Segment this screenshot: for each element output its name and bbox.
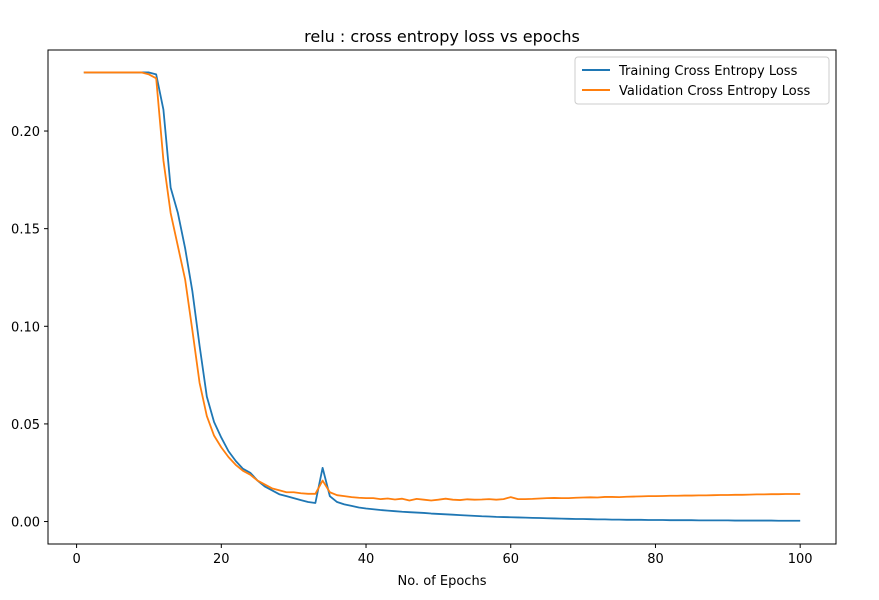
plot-frame [47, 49, 837, 545]
legend: Training Cross Entropy Loss Validation C… [574, 56, 830, 105]
y-tick-label: 0.20 [11, 125, 40, 140]
y-tick-label: 0.00 [11, 516, 40, 531]
y-tick-label: 0.05 [11, 418, 40, 433]
axis-ticks: 0 20 40 60 80 100 0.00 0.05 0.10 0.15 0.20 [11, 125, 813, 567]
validation-loss-line [83, 71, 801, 502]
x-tick-label: 20 [213, 552, 230, 567]
x-axis-label: No. of Epochs [398, 574, 487, 589]
x-tick-label: 40 [358, 552, 375, 567]
y-tick-label: 0.10 [11, 320, 40, 335]
legend-box [574, 56, 830, 105]
series-lines [83, 71, 801, 522]
x-tick-label: 0 [72, 552, 80, 567]
y-tick-label: 0.15 [11, 223, 40, 238]
chart-title: relu : cross entropy loss vs epochs [304, 27, 580, 46]
legend-label-validation: Validation Cross Entropy Loss [619, 84, 810, 99]
x-tick-label: 100 [788, 552, 813, 567]
training-loss-line [83, 71, 801, 522]
x-tick-label: 60 [502, 552, 519, 567]
plot-background [48, 50, 836, 544]
legend-label-training: Training Cross Entropy Loss [618, 64, 798, 79]
x-tick-label: 80 [647, 552, 664, 567]
